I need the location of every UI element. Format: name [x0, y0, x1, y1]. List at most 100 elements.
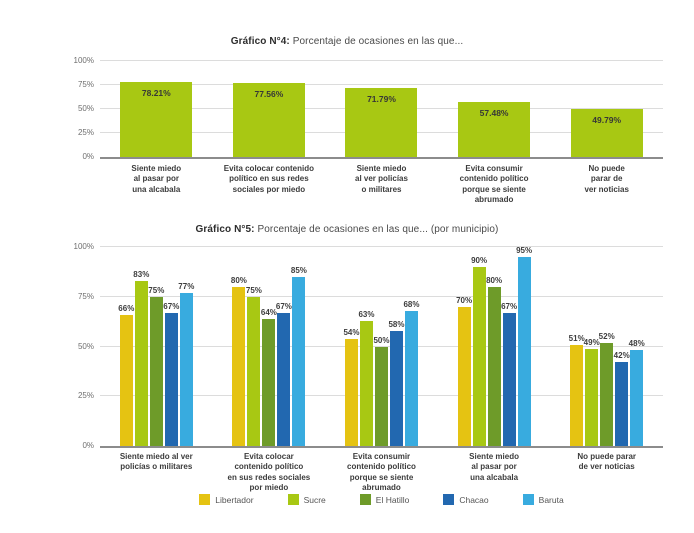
legend-label: El Hatillo	[375, 494, 410, 505]
bar-value-label: 75%	[148, 285, 165, 295]
bar-value-label: 77.56%	[254, 88, 284, 99]
y-axis-tick-label: 50%	[77, 104, 94, 113]
legend-item: Chacao	[443, 494, 489, 505]
bar: 67%	[276, 302, 292, 446]
x-axis-labels: Siente miedo al pasar por una alcabala Ev…	[100, 164, 663, 206]
category-group: 70% 90% 80% 67% 95%	[438, 246, 551, 446]
bar-value-label: 83%	[133, 269, 150, 279]
x-axis-category-label: Evita consumir contenido político porque…	[347, 452, 416, 493]
bar: 71.79%	[345, 88, 418, 157]
bar-value-label: 70%	[456, 295, 473, 305]
bar-value-label: 48%	[628, 339, 645, 349]
bar: 64%	[261, 308, 277, 446]
bar: 77%	[178, 282, 194, 446]
legend-swatch	[359, 494, 371, 505]
bar: 75%	[148, 286, 164, 446]
bar-value-label: 67%	[163, 301, 180, 311]
bar-value-label: 80%	[486, 275, 503, 285]
bar: 54%	[343, 328, 359, 446]
bar: 49%	[584, 338, 600, 446]
category-group: 78.21%	[100, 61, 213, 157]
y-axis-tick-label: 100%	[73, 242, 94, 251]
x-axis-category-label: Evita colocar contenido político en sus …	[223, 164, 315, 194]
bar-value-label: 42%	[613, 351, 630, 361]
bar: 75%	[246, 286, 262, 446]
bar-value-label: 80%	[230, 275, 247, 285]
bar: 80%	[486, 276, 502, 446]
y-axis-tick-label: 100%	[73, 56, 94, 65]
legend-label: Baruta	[538, 494, 564, 505]
x-axis-category-label: Evita colocar contenido político en sus …	[227, 452, 311, 493]
bar: 67%	[163, 302, 179, 446]
bar: 67%	[501, 302, 517, 446]
bar: 68%	[403, 300, 419, 446]
bar-value-label: 50%	[373, 335, 390, 345]
x-axis-labels: Siente miedo al ver policías o militares…	[100, 452, 663, 494]
chart4-title-bold: Gráfico N°4:	[230, 36, 290, 47]
x-axis-category-label: Evita consumir contenido político porque…	[459, 164, 529, 205]
bar: 63%	[358, 310, 374, 446]
bar-value-label: 77%	[178, 281, 195, 291]
x-axis-category-label: Siente miedo al pasar por una alcabala	[131, 164, 182, 194]
bar-value-label: 71.79%	[367, 94, 396, 105]
bar-value-label: 54%	[343, 327, 360, 337]
bar: 58%	[388, 320, 404, 446]
x-axis-category-label: No puede parar de ver noticias	[584, 164, 629, 194]
bar-value-label: 58%	[388, 319, 405, 329]
bar-value-label: 68%	[403, 299, 420, 309]
bar-value-label: 57.48%	[479, 107, 509, 118]
bar-value-label: 67%	[501, 301, 518, 311]
bar: 51%	[569, 334, 585, 446]
category-group: 51% 49% 52% 42% 48%	[550, 247, 663, 446]
legend-label: Chacao	[459, 494, 489, 505]
gridline	[100, 60, 663, 61]
legend-swatch	[199, 494, 211, 505]
bar: 90%	[471, 256, 487, 446]
bar-value-label: 67%	[275, 301, 292, 311]
x-axis-category-label: No puede parar de ver noticias	[577, 452, 637, 472]
bar: 80%	[231, 276, 247, 446]
bar-value-label: 64%	[260, 307, 277, 317]
bar: 42%	[614, 351, 630, 446]
bar-value-label: 85%	[290, 265, 307, 275]
bars-row: 78.21% 77.56% 71.79% 57.48% 49.79%	[100, 61, 663, 157]
legend-swatch	[287, 494, 299, 505]
y-axis-tick-label: 25%	[77, 391, 94, 401]
gridline	[100, 84, 663, 85]
gridline	[100, 246, 663, 247]
bar: 77.56%	[232, 82, 305, 157]
x-axis-category-label: Siente miedo al ver policías o militares	[355, 164, 408, 194]
bar-value-label: 52%	[598, 331, 615, 341]
legend-item: Libertador	[199, 494, 254, 505]
bar: 50%	[373, 336, 389, 446]
bar: 78.21%	[120, 81, 193, 157]
y-axis-tick-label: 25%	[77, 128, 94, 137]
bar-value-label: 63%	[358, 309, 375, 319]
bar: 85%	[291, 266, 307, 446]
category-group: 49.79%	[550, 61, 663, 157]
bar-value-label: 49.79%	[592, 115, 622, 126]
bar-value-label: 78.21%	[141, 87, 171, 98]
bar-value-label: 51%	[568, 333, 585, 343]
plot-area: 100% 75% 50% 25% 0% 78.21% 77.56% 71.79% 57.48% 4…	[74, 56, 663, 161]
y-axis-tick-label: 0%	[82, 152, 94, 161]
chart5-title-rest: Porcentaje de ocasiones en las que... (p…	[254, 224, 499, 235]
bar-value-label: 49%	[583, 337, 600, 347]
bar-value-label: 95%	[516, 245, 533, 255]
legend-swatch	[522, 494, 534, 505]
category-group: 80% 75% 64% 67% 85%	[213, 247, 326, 446]
legend-swatch	[443, 494, 455, 505]
plot-area: 100% 75% 50% 25% 0% 66% 83% 75% 67% 77% 80% 75% 64% 6…	[74, 242, 663, 450]
category-group: 54% 63% 50% 58% 68%	[325, 247, 438, 446]
legend: Libertador Sucre El Hatillo Chacao Baruta	[100, 494, 663, 505]
bar: 48%	[629, 339, 645, 446]
legend-label: Sucre	[303, 494, 326, 505]
bar: 83%	[133, 270, 149, 446]
bar-value-label: 90%	[471, 255, 488, 265]
bar: 95%	[516, 246, 532, 446]
legend-item: El Hatillo	[359, 494, 410, 505]
bar-value-label: 66%	[118, 303, 135, 313]
y-axis-tick-label: 75%	[77, 291, 94, 301]
x-axis-category-label: Siente miedo al ver policías o militares	[119, 452, 193, 472]
